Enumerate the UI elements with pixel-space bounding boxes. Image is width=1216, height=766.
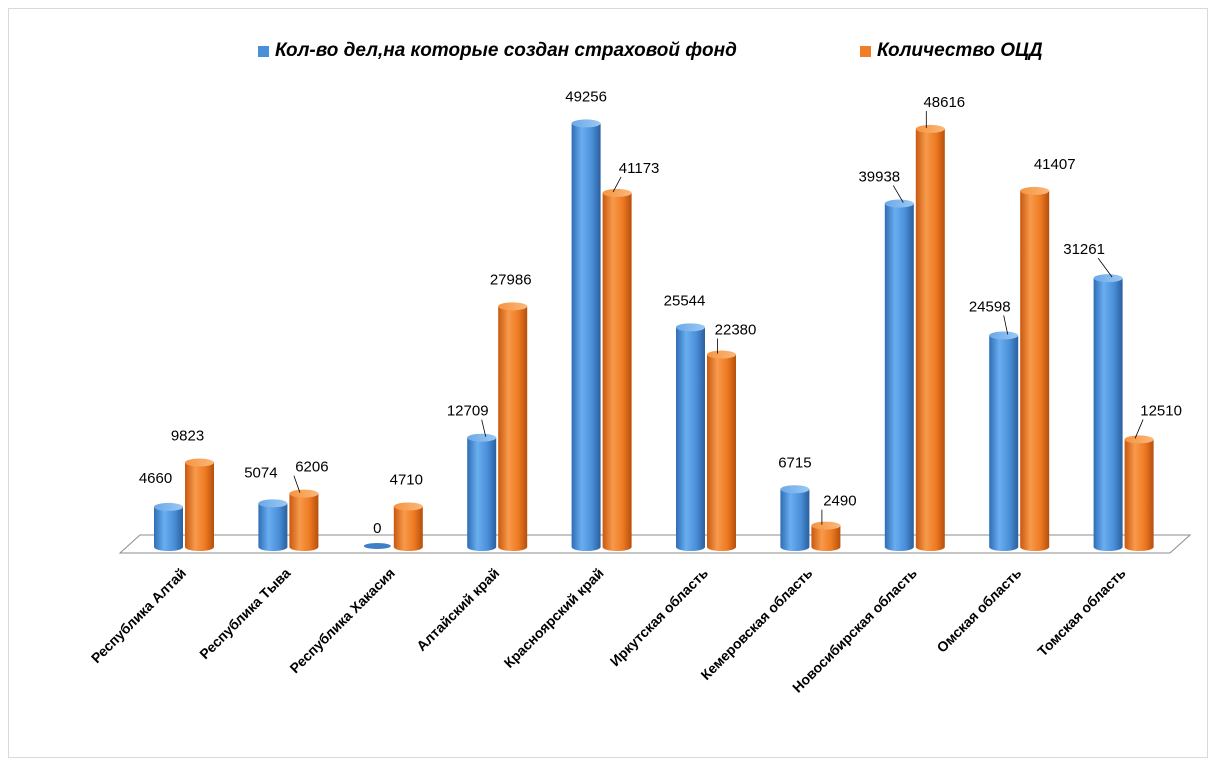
bar-series-1-1: [258, 503, 288, 551]
value-label-series-2-4: 41173: [619, 160, 660, 177]
label-leader-lines: [293, 110, 1144, 525]
bar-series-2-1: [289, 493, 319, 551]
category-label-0: Республика Алтай: [88, 565, 189, 666]
value-label-series-1-2: 0: [373, 520, 381, 537]
bar-group: [154, 119, 1154, 552]
value-label-series-2-7: 48616: [923, 94, 965, 111]
value-label-series-2-9: 12510: [1140, 402, 1182, 419]
bar-series-1-7: [884, 203, 914, 551]
value-label-series-1-8: 24598: [969, 298, 1011, 315]
value-label-series-2-6: 2490: [823, 493, 856, 510]
bar-series-1-2: [363, 543, 391, 549]
chart-legend: Кол-во дел,на которые создан страховой ф…: [0, 40, 1216, 66]
leader-line-series-1-8: [1003, 315, 1009, 335]
value-label-series-2-3: 27986: [490, 271, 532, 288]
bar-series-2-3: [498, 306, 528, 551]
value-label-series-2-2: 4710: [390, 471, 423, 488]
bar-top-series-2-6: [811, 521, 841, 530]
value-label-series-2-5: 22380: [715, 322, 757, 339]
category-label-4: Красноярский край: [501, 565, 607, 671]
value-label-series-1-7: 39938: [858, 169, 900, 186]
bar-top-series-1-4: [571, 119, 601, 128]
value-label-series-2-1: 6206: [295, 459, 328, 476]
bar-series-2-8: [1020, 190, 1050, 552]
bar-top-series-1-1: [258, 499, 288, 508]
category-label-7: Новосибирская область: [789, 565, 920, 696]
bar-top-series-2-3: [498, 302, 528, 311]
bar-top-series-2-5: [707, 350, 736, 359]
legend-item-series-1: Кол-во дел,на которые создан страховой ф…: [258, 40, 737, 62]
leader-line-series-1-7: [892, 185, 904, 203]
legend-swatch-series-2: [860, 45, 871, 57]
bar-series-2-7: [915, 128, 945, 551]
category-labels: Республика Алтай Республика ТываРеспублик…: [88, 565, 1129, 696]
value-label-series-2-0: 9823: [171, 428, 204, 445]
bar-series-2-4: [602, 192, 632, 551]
bar-series-1-3: [467, 437, 497, 551]
value-label-series-1-0: 4660: [139, 470, 172, 487]
bar-series-1-6: [780, 489, 810, 551]
bar-top-series-1-5: [676, 323, 705, 332]
value-labels: 4660 9823 5074 6206 0 4710 12709 27986 49256 4117…: [139, 88, 1182, 537]
bar-series-2-0: [185, 462, 214, 551]
category-label-5: Иркутская область: [607, 565, 712, 670]
bar-top-series-2-0: [185, 458, 214, 467]
bar-top-series-2-8: [1020, 186, 1050, 195]
legend-swatch-series-1: [258, 45, 269, 57]
bar-series-2-2: [393, 506, 423, 551]
leader-line-series-2-9: [1134, 419, 1144, 439]
bar-top-series-2-9: [1124, 435, 1154, 444]
bar-top-series-1-3: [467, 433, 497, 442]
value-label-series-1-1: 5074: [244, 464, 277, 481]
bar-series-2-6: [811, 525, 841, 551]
leader-line-series-1-3: [481, 419, 487, 437]
bar-series-1-9: [1093, 278, 1123, 551]
value-label-series-1-9: 31261: [1063, 241, 1105, 258]
value-label-series-1-3: 12709: [447, 403, 489, 420]
leader-line-series-1-9: [1097, 257, 1113, 278]
value-label-series-1-6: 6715: [778, 454, 811, 471]
bar-series-1-5: [676, 327, 705, 551]
category-label-3: Алтайский край: [413, 565, 502, 654]
category-label-1: Республика Тыва: [196, 565, 293, 662]
category-label-6: Кемеровская область: [697, 565, 815, 683]
bar-series-2-9: [1124, 439, 1154, 551]
legend-label-series-2: Количество ОЦД: [877, 40, 1043, 61]
category-label-9: Томская область: [1034, 565, 1129, 660]
bar-top-series-2-1: [289, 489, 319, 498]
bar-top-series-1-8: [989, 331, 1019, 340]
bar-top-series-2-4: [602, 188, 632, 197]
bar-series-1-4: [571, 123, 601, 551]
category-label-2: Республика Хакасия: [286, 565, 397, 676]
bar-series-1-8: [989, 335, 1019, 551]
legend-label-series-1: Кол-во дел,на которые создан страховой ф…: [275, 40, 737, 61]
leader-line-series-2-4: [612, 176, 622, 193]
bar-top-series-1-9: [1093, 274, 1123, 283]
value-label-series-1-4: 49256: [565, 88, 607, 105]
bar-top-series-1-6: [780, 485, 810, 494]
value-label-series-1-5: 25544: [664, 292, 706, 309]
bar-series-2-5: [707, 354, 736, 551]
category-label-8: Омская область: [933, 565, 1024, 656]
bar-series-1-0: [154, 506, 183, 551]
bar-top-series-2-2: [393, 502, 423, 511]
leader-line-series-2-1: [293, 475, 301, 493]
bar-top-series-2-7: [915, 124, 945, 133]
legend-item-series-2: Количество ОЦД: [860, 40, 1043, 62]
bar-top-series-1-7: [884, 199, 914, 208]
bar-top-series-1-0: [154, 502, 183, 511]
value-label-series-2-8: 41407: [1034, 156, 1076, 173]
